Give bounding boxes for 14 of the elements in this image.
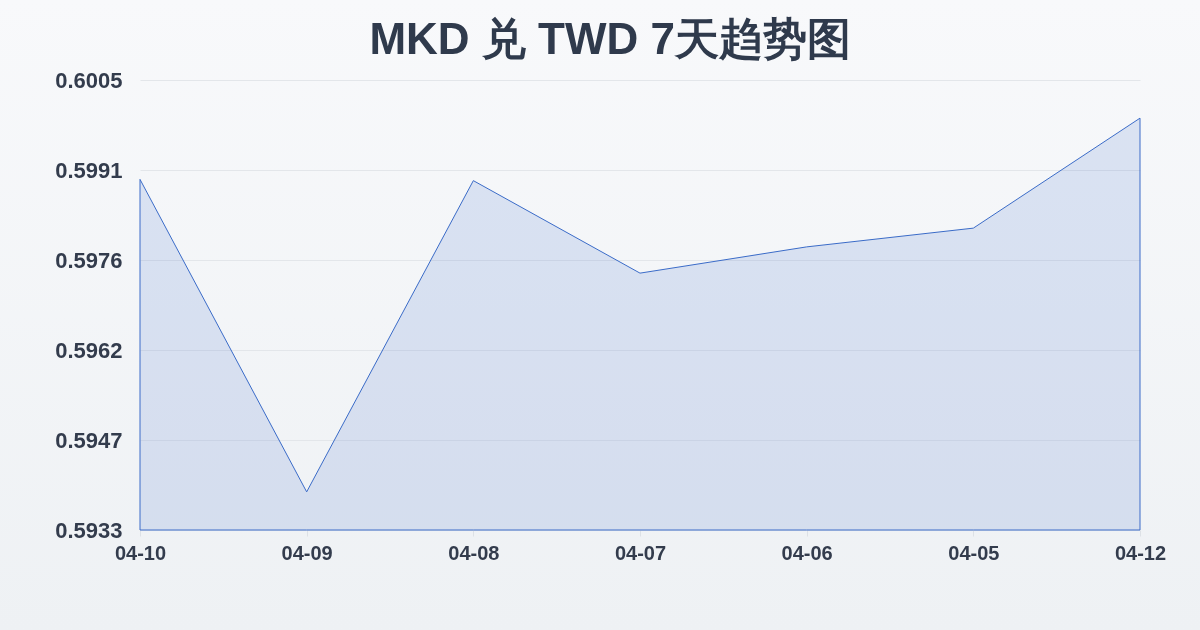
x-tick-label: 04-09 — [281, 541, 333, 564]
x-tick-label: 04-12 — [1114, 541, 1167, 564]
y-tick-label: 0.5933 — [55, 517, 123, 543]
x-tick-label: 04-07 — [614, 541, 667, 564]
y-tick-label: 0.5976 — [55, 247, 123, 273]
y-tick-label: 0.6005 — [55, 67, 123, 93]
y-tick-label: 0.5947 — [55, 427, 123, 453]
x-tick-label: 04-06 — [781, 541, 833, 564]
x-tick-label: 04-10 — [114, 541, 167, 564]
y-tick-label: 0.5962 — [55, 337, 123, 363]
x-tick-label: 04-08 — [448, 541, 500, 564]
y-tick-label: 0.5991 — [55, 157, 123, 183]
x-tick-label: 04-05 — [948, 541, 1000, 564]
chart-title: MKD 兑 TWD 7天趋势图 — [369, 14, 851, 63]
